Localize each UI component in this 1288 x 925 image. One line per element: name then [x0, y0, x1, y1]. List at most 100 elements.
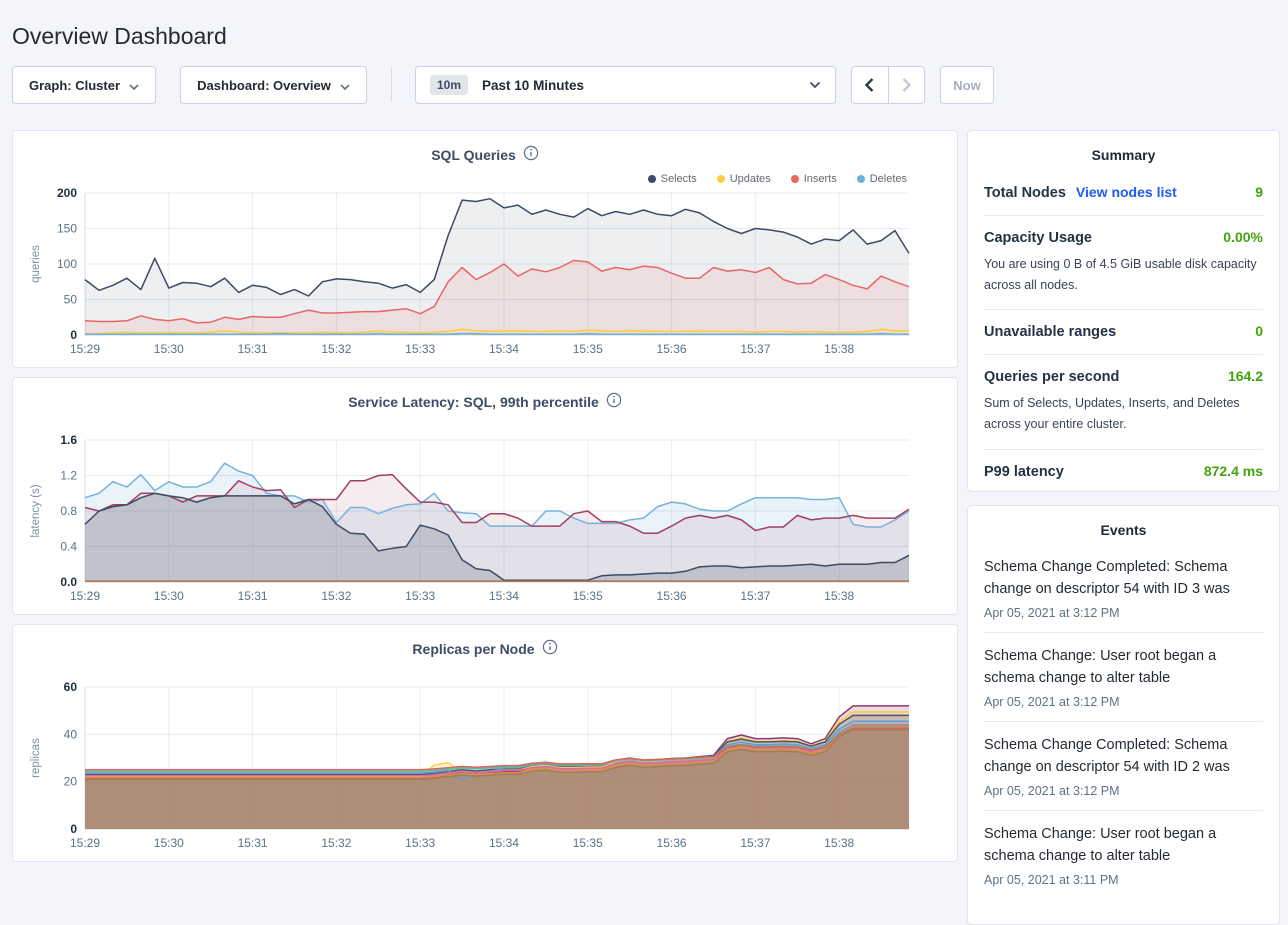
event-item[interactable]: Schema Change Completed: Schema change o…: [984, 544, 1263, 633]
svg-text:15:33: 15:33: [405, 342, 435, 356]
capacity-usage-label: Capacity Usage: [984, 230, 1092, 246]
svg-text:15:31: 15:31: [238, 836, 268, 850]
events-panel: Events Schema Change Completed: Schema c…: [967, 505, 1280, 925]
info-icon[interactable]: [606, 392, 622, 411]
view-nodes-list-link[interactable]: View nodes list: [1075, 184, 1177, 200]
sql-queries-chart-panel: SQL Queries Selects Updates Inserts Deletes…: [12, 130, 958, 368]
svg-text:15:32: 15:32: [321, 836, 351, 850]
legend-dot-icon: [716, 175, 725, 183]
qps-desc: Sum of Selects, Updates, Inserts, and De…: [984, 396, 1240, 431]
qps-label: Queries per second: [984, 369, 1120, 386]
svg-text:15:32: 15:32: [321, 589, 351, 603]
summary-title: Summary: [1091, 147, 1156, 163]
legend-item: Inserts: [790, 173, 837, 185]
capacity-usage-value: 0.00%: [1223, 229, 1263, 245]
svg-text:0: 0: [70, 822, 77, 836]
svg-text:100: 100: [57, 257, 77, 271]
svg-text:15:29: 15:29: [70, 342, 100, 356]
svg-text:1.6: 1.6: [60, 434, 77, 447]
dashboard-dropdown[interactable]: Dashboard: Overview: [180, 66, 367, 104]
summary-row-qps: Queries per second 164.2 Sum of Selects,…: [984, 355, 1263, 450]
legend-item: Selects: [647, 173, 697, 185]
svg-text:15:34: 15:34: [489, 342, 519, 356]
controls-divider: [391, 68, 392, 102]
svg-text:15:38: 15:38: [824, 342, 854, 356]
svg-text:queries: queries: [30, 245, 42, 283]
svg-text:40: 40: [64, 727, 78, 741]
time-range-label: Past 10 Minutes: [482, 77, 585, 93]
prev-time-button[interactable]: [852, 67, 889, 103]
svg-text:replicas: replicas: [30, 738, 42, 778]
page-title: Overview Dashboard: [12, 23, 227, 50]
svg-text:15:32: 15:32: [321, 342, 351, 356]
dashboard-dropdown-label: Dashboard: Overview: [197, 77, 331, 93]
info-icon[interactable]: [523, 145, 539, 164]
legend-item: Updates: [716, 173, 771, 185]
summary-row-p99: P99 latency 872.4 ms: [984, 450, 1263, 494]
unavailable-ranges-label: Unavailable ranges: [984, 324, 1117, 341]
chevron-down-icon: [129, 78, 139, 93]
svg-text:50: 50: [64, 293, 78, 307]
chevron-down-icon: [809, 76, 821, 94]
svg-text:1.2: 1.2: [60, 469, 77, 483]
svg-text:15:30: 15:30: [154, 589, 184, 603]
svg-text:0.0: 0.0: [60, 575, 77, 589]
svg-text:15:30: 15:30: [154, 342, 184, 356]
summary-panel: Summary Total Nodes View nodes list 9 Ca…: [967, 130, 1280, 492]
qps-value: 164.2: [1227, 368, 1263, 385]
summary-row-capacity: Capacity Usage 0.00% You are using 0 B o…: [984, 216, 1263, 311]
chart-legend: Selects Updates Inserts Deletes: [647, 173, 907, 185]
svg-text:15:31: 15:31: [238, 342, 268, 356]
chart-title: Service Latency: SQL, 99th percentile: [13, 392, 957, 411]
event-timestamp: Apr 05, 2021 at 3:12 PM: [984, 605, 1120, 620]
summary-row-total-nodes: Total Nodes View nodes list 9: [984, 171, 1263, 216]
svg-text:15:34: 15:34: [489, 589, 519, 603]
event-item[interactable]: Schema Change Completed: Schema change o…: [984, 722, 1263, 811]
svg-text:150: 150: [57, 222, 77, 236]
event-text: Schema Change Completed: Schema change o…: [984, 736, 1230, 776]
p99-latency-label: P99 latency: [984, 463, 1064, 480]
svg-text:15:33: 15:33: [405, 836, 435, 850]
graph-dropdown[interactable]: Graph: Cluster: [12, 66, 156, 104]
svg-text:latency (s): latency (s): [30, 484, 42, 537]
svg-text:0: 0: [70, 328, 77, 342]
chevron-right-icon: [902, 78, 911, 92]
event-item[interactable]: Schema Change: User root began a schema …: [984, 633, 1263, 722]
svg-text:15:37: 15:37: [740, 836, 770, 850]
next-time-button[interactable]: [889, 67, 925, 103]
legend-dot-icon: [647, 175, 656, 183]
svg-text:15:35: 15:35: [573, 342, 603, 356]
chevron-down-icon: [340, 78, 350, 93]
event-item[interactable]: Schema Change: User root began a schema …: [984, 811, 1263, 899]
svg-text:15:37: 15:37: [740, 342, 770, 356]
svg-text:15:36: 15:36: [657, 836, 687, 850]
event-text: Schema Change Completed: Schema change o…: [984, 559, 1230, 598]
event-timestamp: Apr 05, 2021 at 3:12 PM: [984, 783, 1120, 798]
svg-text:15:35: 15:35: [573, 589, 603, 603]
svg-text:200: 200: [57, 187, 77, 200]
chart-title-text: Replicas per Node: [412, 640, 535, 657]
svg-text:0.4: 0.4: [60, 540, 77, 554]
service-latency-chart[interactable]: 15:29 15:30 15:31 15:32 15:33 15:34 15:35 15:36…: [25, 433, 947, 606]
svg-text:15:34: 15:34: [489, 836, 519, 850]
service-latency-chart-panel: Service Latency: SQL, 99th percentile 15…: [12, 377, 958, 615]
svg-text:60: 60: [64, 681, 78, 694]
svg-text:15:35: 15:35: [573, 836, 603, 850]
total-nodes-value: 9: [1255, 184, 1263, 200]
unavailable-ranges-value: 0: [1255, 323, 1263, 340]
legend-dot-icon: [856, 175, 865, 183]
replicas-per-node-chart[interactable]: 15:29 15:30 15:31 15:32 15:33 15:34 15:35 15:36…: [25, 680, 947, 853]
events-title: Events: [1100, 522, 1147, 538]
sql-queries-chart[interactable]: 15:29 15:30 15:31 15:32 15:33 15:34 15:35 15:36…: [25, 186, 947, 359]
summary-row-unavailable: Unavailable ranges 0: [984, 310, 1263, 356]
now-button[interactable]: Now: [940, 66, 994, 104]
svg-text:15:37: 15:37: [740, 589, 770, 603]
total-nodes-label: Total Nodes: [984, 185, 1066, 201]
svg-text:15:36: 15:36: [657, 342, 687, 356]
event-timestamp: Apr 05, 2021 at 3:11 PM: [984, 872, 1119, 887]
info-icon[interactable]: [542, 639, 558, 658]
time-range-selector[interactable]: 10m Past 10 Minutes: [415, 66, 836, 104]
svg-text:15:29: 15:29: [70, 589, 100, 603]
svg-text:15:31: 15:31: [238, 589, 268, 603]
svg-text:15:29: 15:29: [70, 836, 100, 850]
